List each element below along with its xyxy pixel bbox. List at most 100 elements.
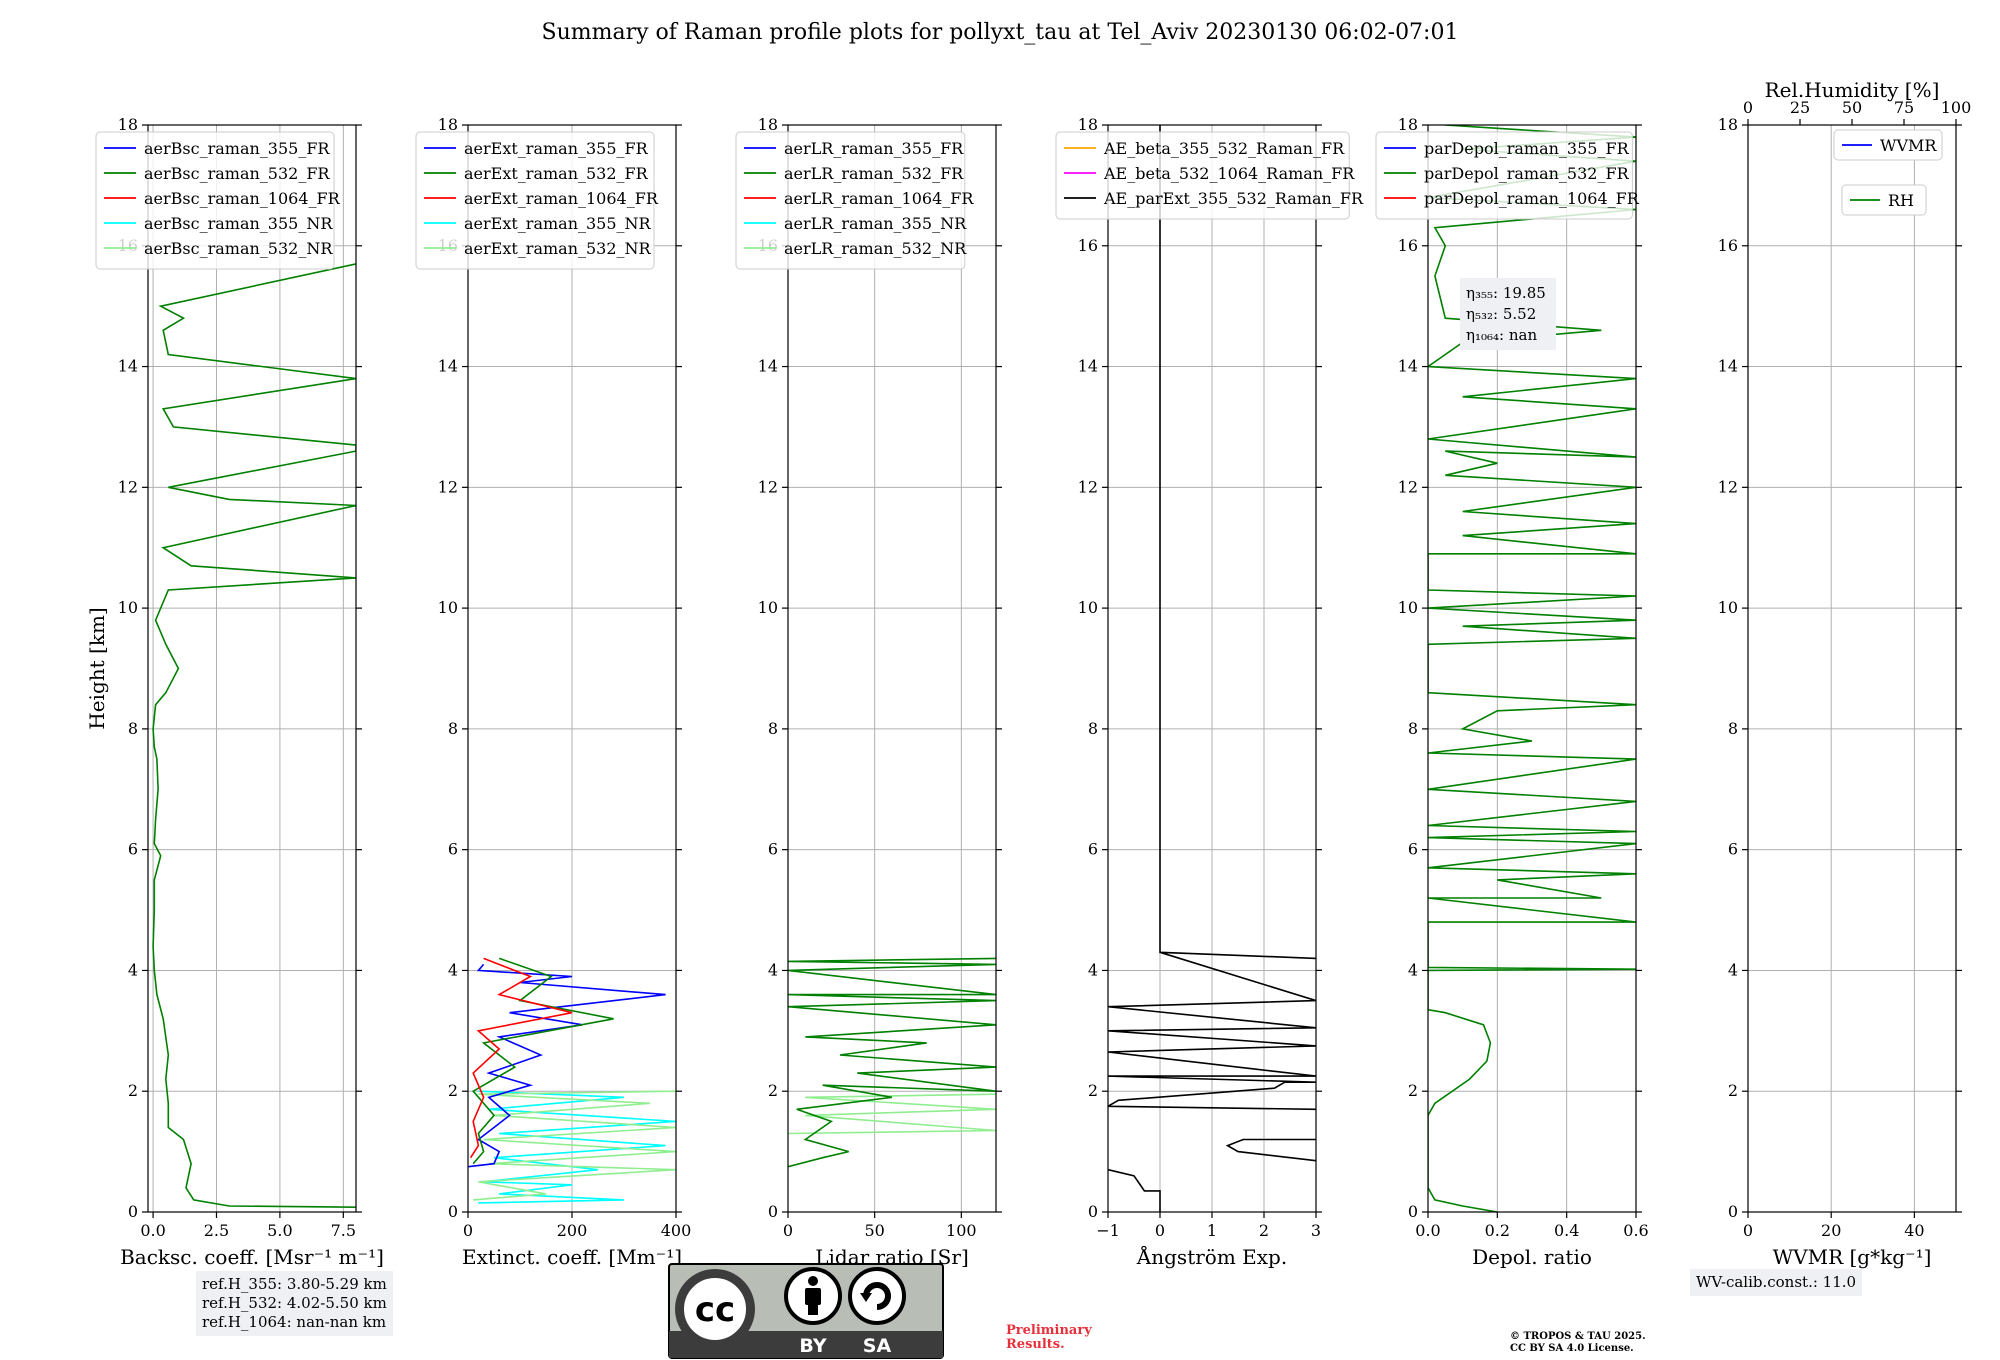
series-line-3 xyxy=(468,963,666,1168)
x-axis-label: Backsc. coeff. [Msr⁻¹ m⁻¹] xyxy=(120,1245,384,1269)
legend-box xyxy=(1375,131,1633,220)
y-tick-label: 0 xyxy=(448,1202,458,1221)
x-tick-label: 5.0 xyxy=(267,1221,292,1240)
x-tick-label: −1 xyxy=(1096,1221,1120,1240)
y-tick-label: 12 xyxy=(1078,477,1098,496)
legend-label: AE_beta_355_532_Raman_FR xyxy=(1103,139,1345,158)
copyright-note: © TROPOS & TAU 2025. CC BY SA 4.0 Licens… xyxy=(1510,1331,1646,1355)
reference-height-box: ref.H_355: 3.80-5.29 km ref.H_532: 4.02-… xyxy=(196,1271,393,1336)
y-tick-label: 6 xyxy=(1088,840,1098,859)
series-line-2 xyxy=(1225,1138,1316,1162)
y-tick-label: 6 xyxy=(768,840,778,859)
x2-axis-label: Rel.Humidity [%] xyxy=(1765,78,1940,102)
y-tick-label: 14 xyxy=(758,357,778,376)
y-tick-label: 14 xyxy=(1718,357,1738,376)
y-tick-label: 18 xyxy=(438,115,458,134)
x-axis-label: Extinct. coeff. [Mm⁻¹] xyxy=(462,1245,682,1269)
x-tick-label: 0 xyxy=(463,1221,473,1240)
x2-tick-label: 50 xyxy=(1842,98,1862,117)
x-tick-label: 0.2 xyxy=(1485,1221,1510,1240)
legend-label: aerExt_raman_532_FR xyxy=(464,164,649,183)
legend-label: aerLR_raman_355_FR xyxy=(784,139,964,158)
eta-annotation-line: η₅₃₂: 5.52 xyxy=(1466,305,1536,323)
x-tick-label: 400 xyxy=(661,1221,692,1240)
y-tick-label: 8 xyxy=(448,719,458,738)
x-tick-label: 3 xyxy=(1311,1221,1321,1240)
axes-frame xyxy=(147,124,357,1213)
eta-annotation-line: η₁₀₆₄: nan xyxy=(1466,326,1537,344)
series-group xyxy=(1428,125,1636,1212)
y-tick-label: 2 xyxy=(128,1081,138,1100)
x-tick-label: 0.4 xyxy=(1554,1221,1579,1240)
y-tick-label: 14 xyxy=(118,357,138,376)
x-tick-label: 0 xyxy=(1743,1221,1753,1240)
y-tick-label: 6 xyxy=(128,840,138,859)
y-tick-label: 0 xyxy=(768,1202,778,1221)
y-tick-label: 2 xyxy=(768,1081,778,1100)
y-tick-label: 14 xyxy=(1398,357,1418,376)
y-tick-label: 14 xyxy=(1078,357,1098,376)
series-line-3 xyxy=(1108,125,1316,1111)
series-group xyxy=(468,957,676,1204)
preliminary-note: Preliminary Results. xyxy=(1006,1324,1092,1352)
series-line-1 xyxy=(1108,1168,1161,1212)
y-tick-label: 18 xyxy=(118,115,138,134)
y-tick-label: 6 xyxy=(1408,840,1418,859)
legend-label: aerLR_raman_532_FR xyxy=(784,164,964,183)
y-tick-label: 2 xyxy=(1408,1081,1418,1100)
y-tick-label: 8 xyxy=(1408,719,1418,738)
preliminary-line-1: Preliminary xyxy=(1006,1323,1092,1338)
legend-label: aerLR_raman_355_NR xyxy=(784,214,967,233)
wv-calibration-text: WV-calib.const.: 11.0 xyxy=(1696,1273,1857,1291)
x-tick-label: 40 xyxy=(1904,1221,1924,1240)
chart-panel-2: 0246810121416180200400Extinct. coeff. [M… xyxy=(415,115,692,1269)
x-tick-label: 2 xyxy=(1259,1221,1269,1240)
x2-tick-label: 25 xyxy=(1790,98,1810,117)
series-line-1 xyxy=(788,1093,996,1135)
legend-label: aerExt_raman_355_NR xyxy=(464,214,652,233)
y-tick-label: 4 xyxy=(1088,960,1098,979)
ref-height-355: ref.H_355: 3.80-5.29 km xyxy=(202,1275,387,1293)
y-axis-label: Height [km] xyxy=(85,607,109,729)
x2-tick-label: 75 xyxy=(1894,98,1914,117)
cc-by-label: BY xyxy=(799,1335,826,1357)
cc-license-badge: cc BY SA xyxy=(668,1263,944,1359)
series-line-2 xyxy=(788,957,996,1168)
y-tick-label: 12 xyxy=(118,477,138,496)
legend-label: aerBsc_raman_1064_FR xyxy=(144,189,341,208)
y-tick-label: 18 xyxy=(1078,115,1098,134)
y-tick-label: 8 xyxy=(1728,719,1738,738)
legend-label: parDepol_raman_355_FR xyxy=(1424,139,1630,158)
y-tick-label: 0 xyxy=(1408,1202,1418,1221)
legend-label: aerBsc_raman_355_NR xyxy=(144,214,333,233)
legend-box xyxy=(415,131,655,270)
chart-panel-5: 0 2 4 6 8 10 12 14 16 18 0.0 0.2 0.4 0.6 Depol. ratio p… xyxy=(1375,115,1649,1269)
y-tick-label: 18 xyxy=(1398,115,1418,134)
y-tick-label: 10 xyxy=(758,598,778,617)
y-tick-label: 12 xyxy=(1718,477,1738,496)
y-tick-label: 2 xyxy=(448,1081,458,1100)
y-tick-label: 18 xyxy=(1718,115,1738,134)
y-tick-label: 16 xyxy=(1078,236,1098,255)
series-group xyxy=(788,957,996,1168)
y-tick-label: 0 xyxy=(1088,1202,1098,1221)
legend-label: parDepol_raman_532_FR xyxy=(1424,164,1630,183)
legend-box xyxy=(1055,131,1350,220)
copyright-line-1: © TROPOS & TAU 2025. xyxy=(1510,1331,1646,1342)
series-line-5 xyxy=(469,957,573,1159)
x-tick-label: 200 xyxy=(557,1221,588,1240)
series-line-2 xyxy=(473,1090,676,1201)
legend-label: aerExt_raman_355_FR xyxy=(464,139,649,158)
y-tick-label: 8 xyxy=(128,719,138,738)
x-tick-label: 0.6 xyxy=(1623,1221,1648,1240)
series-group xyxy=(1108,125,1316,1212)
x-tick-label: 50 xyxy=(864,1221,884,1240)
legend-box xyxy=(1833,129,1943,161)
legend-label: AE_beta_532_1064_Raman_FR xyxy=(1103,164,1355,183)
y-tick-label: 10 xyxy=(1398,598,1418,617)
svg-text:cc: cc xyxy=(695,1290,735,1330)
x-tick-label: 0 xyxy=(783,1221,793,1240)
